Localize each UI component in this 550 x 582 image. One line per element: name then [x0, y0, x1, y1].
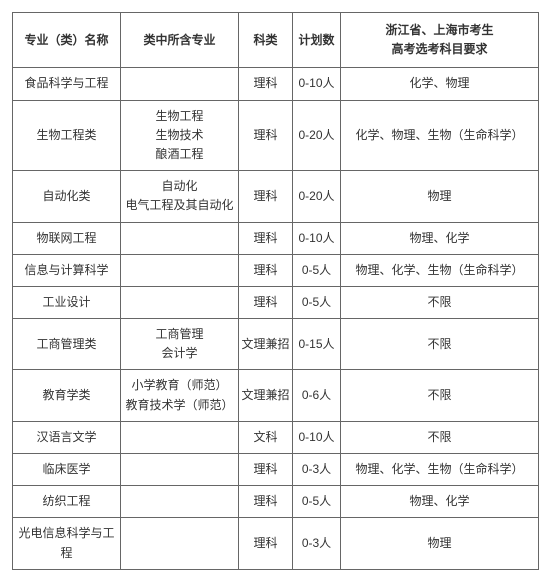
cell-category: 理科	[239, 254, 293, 286]
cell-major: 光电信息科学与工程	[13, 518, 121, 569]
cell-major: 汉语言文学	[13, 421, 121, 453]
cell-plan: 0-5人	[293, 254, 341, 286]
cell-major: 工商管理类	[13, 319, 121, 370]
cell-requirement: 物理、化学	[341, 486, 539, 518]
cell-plan: 0-6人	[293, 370, 341, 421]
table-row: 纺织工程 理科0-5人物理、化学	[13, 486, 539, 518]
cell-category: 理科	[239, 486, 293, 518]
cell-requirement: 物理、化学、生物（生命科学）	[341, 454, 539, 486]
cell-major: 食品科学与工程	[13, 68, 121, 100]
cell-subjects	[121, 286, 239, 318]
cell-plan: 0-10人	[293, 222, 341, 254]
header-plan: 计划数	[293, 13, 341, 68]
table-row: 临床医学 理科0-3人物理、化学、生物（生命科学）	[13, 454, 539, 486]
cell-major: 纺织工程	[13, 486, 121, 518]
cell-subjects	[121, 254, 239, 286]
table-row: 自动化类自动化电气工程及其自动化理科0-20人物理	[13, 171, 539, 222]
cell-major: 教育学类	[13, 370, 121, 421]
cell-category: 理科	[239, 68, 293, 100]
table-row: 生物工程类生物工程生物技术酿酒工程理科0-20人化学、物理、生物（生命科学）	[13, 100, 539, 171]
header-req-line1: 浙江省、上海市考生	[385, 23, 493, 37]
cell-major: 生物工程类	[13, 100, 121, 171]
cell-plan: 0-10人	[293, 421, 341, 453]
cell-subjects: 工商管理会计学	[121, 319, 239, 370]
header-requirement: 浙江省、上海市考生 高考选考科目要求	[341, 13, 539, 68]
cell-plan: 0-5人	[293, 286, 341, 318]
cell-subjects	[121, 486, 239, 518]
table-row: 信息与计算科学 理科0-5人物理、化学、生物（生命科学）	[13, 254, 539, 286]
cell-subjects	[121, 421, 239, 453]
cell-plan: 0-3人	[293, 454, 341, 486]
cell-requirement: 不限	[341, 370, 539, 421]
cell-requirement: 化学、物理	[341, 68, 539, 100]
cell-category: 理科	[239, 100, 293, 171]
cell-subjects: 自动化电气工程及其自动化	[121, 171, 239, 222]
cell-category: 理科	[239, 222, 293, 254]
cell-category: 文理兼招	[239, 370, 293, 421]
table-row: 教育学类小学教育（师范）教育技术学（师范）文理兼招0-6人不限	[13, 370, 539, 421]
cell-category: 理科	[239, 518, 293, 569]
cell-subjects	[121, 222, 239, 254]
cell-requirement: 不限	[341, 286, 539, 318]
cell-major: 自动化类	[13, 171, 121, 222]
table-row: 工商管理类工商管理会计学文理兼招0-15人不限	[13, 319, 539, 370]
cell-requirement: 化学、物理、生物（生命科学）	[341, 100, 539, 171]
table-row: 食品科学与工程 理科0-10人化学、物理	[13, 68, 539, 100]
table-row: 汉语言文学 文科0-10人不限	[13, 421, 539, 453]
cell-category: 文科	[239, 421, 293, 453]
cell-subjects	[121, 454, 239, 486]
cell-category: 文理兼招	[239, 319, 293, 370]
cell-subjects: 生物工程生物技术酿酒工程	[121, 100, 239, 171]
header-req-line2: 高考选考科目要求	[391, 42, 487, 56]
header-category: 科类	[239, 13, 293, 68]
cell-requirement: 物理、化学	[341, 222, 539, 254]
table-row: 工业设计 理科0-5人不限	[13, 286, 539, 318]
cell-plan: 0-3人	[293, 518, 341, 569]
cell-plan: 0-15人	[293, 319, 341, 370]
cell-major: 物联网工程	[13, 222, 121, 254]
header-major: 专业（类）名称	[13, 13, 121, 68]
cell-subjects: 小学教育（师范）教育技术学（师范）	[121, 370, 239, 421]
admission-table: 专业（类）名称 类中所含专业 科类 计划数 浙江省、上海市考生 高考选考科目要求…	[12, 12, 539, 570]
cell-requirement: 物理	[341, 518, 539, 569]
cell-major: 临床医学	[13, 454, 121, 486]
cell-requirement: 物理	[341, 171, 539, 222]
header-subjects: 类中所含专业	[121, 13, 239, 68]
header-row: 专业（类）名称 类中所含专业 科类 计划数 浙江省、上海市考生 高考选考科目要求	[13, 13, 539, 68]
cell-subjects	[121, 68, 239, 100]
cell-category: 理科	[239, 171, 293, 222]
cell-major: 信息与计算科学	[13, 254, 121, 286]
cell-requirement: 物理、化学、生物（生命科学）	[341, 254, 539, 286]
cell-plan: 0-10人	[293, 68, 341, 100]
table-row: 物联网工程 理科0-10人物理、化学	[13, 222, 539, 254]
cell-category: 理科	[239, 286, 293, 318]
cell-plan: 0-20人	[293, 100, 341, 171]
table-row: 光电信息科学与工程 理科0-3人物理	[13, 518, 539, 569]
cell-subjects	[121, 518, 239, 569]
cell-requirement: 不限	[341, 319, 539, 370]
cell-plan: 0-20人	[293, 171, 341, 222]
cell-major: 工业设计	[13, 286, 121, 318]
cell-requirement: 不限	[341, 421, 539, 453]
cell-plan: 0-5人	[293, 486, 341, 518]
cell-category: 理科	[239, 454, 293, 486]
